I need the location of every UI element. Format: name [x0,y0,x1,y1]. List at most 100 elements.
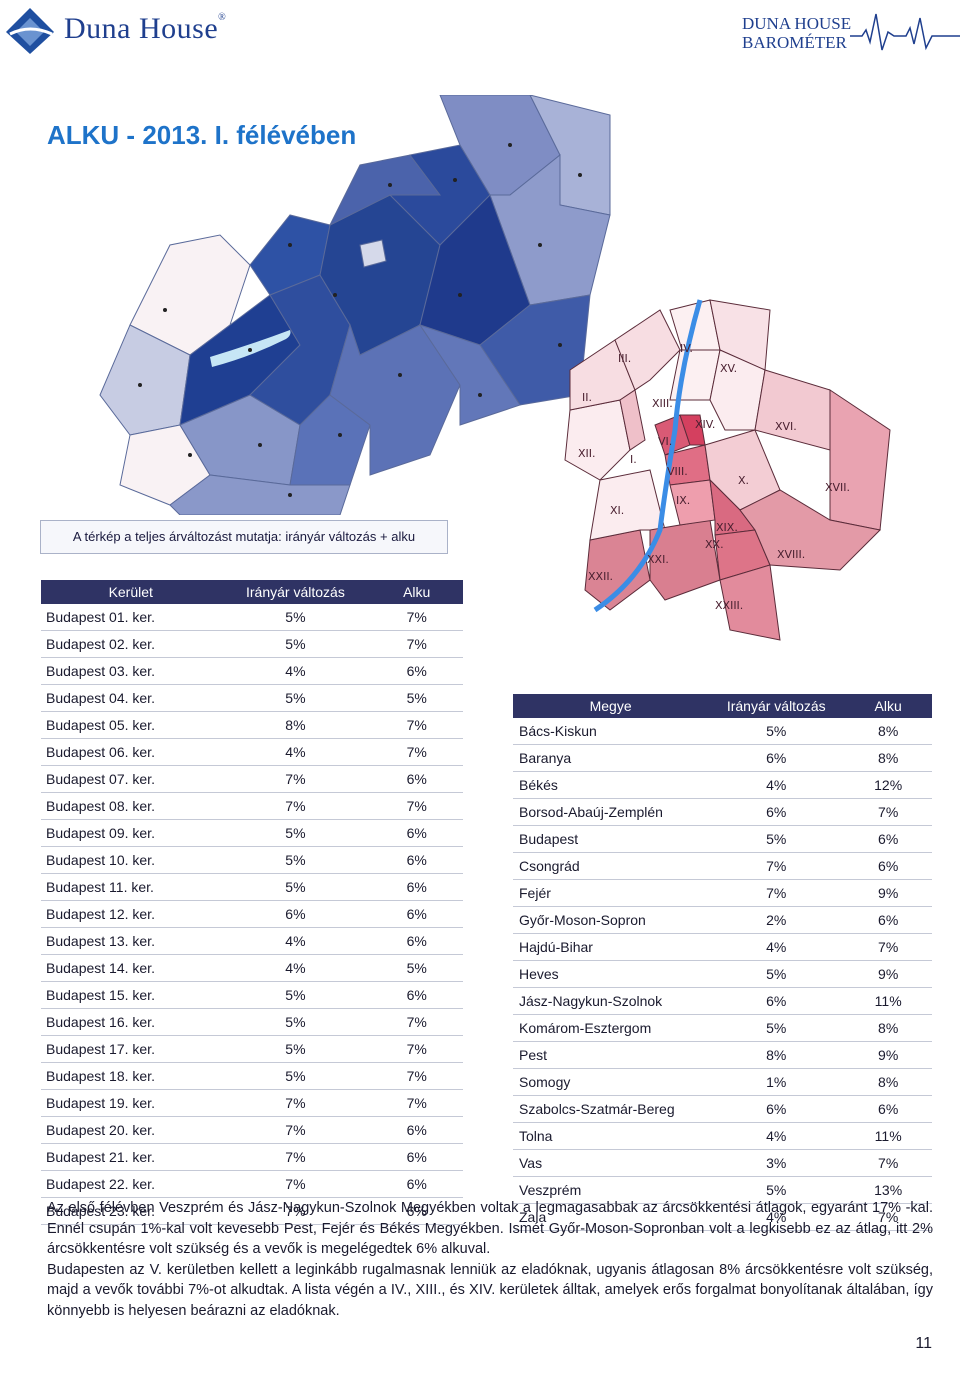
svg-text:XXIII.: XXIII. [715,599,743,612]
table-row: Hajdú-Bihar 4% 7% [513,933,932,961]
table-row: Budapest 09. ker. 5% 6% [41,819,463,847]
table-cell: Tolna [513,1122,709,1150]
table-cell: Budapest 18. ker. [41,1062,221,1090]
table-cell: Budapest 14. ker. [41,954,221,982]
duna-house-logo: Duna House® [2,4,292,54]
table-row: Budapest 5% 6% [513,825,932,853]
table-cell: 4% [708,933,845,961]
table-cell: 5% [708,825,845,853]
table-cell: 4% [220,954,371,982]
table-cell: 11% [844,1122,932,1150]
table-cell: 5% [708,1176,845,1204]
table-cell: Budapest 05. ker. [41,711,221,739]
svg-text:XVIII.: XVIII. [777,548,805,561]
table-cell: 6% [370,900,463,928]
table-cell: Budapest 06. ker. [41,738,221,766]
table-cell: 6% [370,927,463,955]
table-cell: 6% [370,873,463,901]
table-cell: 7% [844,1149,932,1177]
table-cell: Bács-Kiskun [513,718,709,745]
svg-text:XIV.: XIV. [695,418,715,431]
district-i [619,389,646,451]
table-cell: 7% [220,1089,371,1117]
table-cell: Jász-Nagykun-Szolnok [513,987,709,1015]
table-row: Szabolcs-Szatmár-Bereg 6% 6% [513,1095,932,1123]
table-row: Budapest 12. ker. 6% 6% [41,900,463,928]
svg-text:III.: III. [618,352,631,365]
district-table: Kerület Irányár változás Alku Budapest 01.… [41,580,463,1225]
table-cell: 7% [844,933,932,961]
table-row: Zala 4% 7% [513,1203,932,1231]
svg-text:VIII.: VIII. [667,465,688,478]
table-cell: 5% [220,1062,371,1090]
table-cell: 7% [220,1143,371,1171]
table-cell: Budapest 03. ker. [41,657,221,685]
table-cell: Budapest 11. ker. [41,873,221,901]
table-cell: Budapest 10. ker. [41,846,221,874]
table-row: Budapest 20. ker. 7% 6% [41,1116,463,1144]
table-cell: 8% [844,718,932,745]
table-cell: 6% [708,744,845,772]
hungary-county-map [99,95,611,515]
table-cell: 6% [370,1143,463,1171]
table-row: Komárom-Esztergom 5% 8% [513,1014,932,1042]
table-row: Budapest 22. ker. 7% 6% [41,1170,463,1198]
table-cell: 5% [708,718,845,745]
table-cell: 5% [220,981,371,1009]
table-row: Budapest 03. ker. 4% 6% [41,657,463,685]
table-row: Budapest 11. ker. 5% 6% [41,873,463,901]
table-row: Baranya 6% 8% [513,744,932,772]
table-row: Békés 4% 12% [513,771,932,799]
table-cell: 2% [708,906,845,934]
table-row: Budapest 10. ker. 5% 6% [41,846,463,874]
table-cell: 7% [220,1170,371,1198]
table-cell: Budapest 01. ker. [41,604,221,631]
table-cell: 5% [220,819,371,847]
table-cell: Budapest 17. ker. [41,1035,221,1063]
table-row: Budapest 04. ker. 5% 5% [41,684,463,712]
table-cell: 8% [844,1014,932,1042]
table-row: Somogy 1% 8% [513,1068,932,1096]
pulse-icon [850,13,960,51]
svg-text:XXII.: XXII. [588,570,613,583]
logo-mark-icon [6,8,54,54]
table-cell: Zala [513,1203,709,1231]
svg-text:XVII.: XVII. [825,481,850,494]
table-cell: 6% [220,900,371,928]
map-caption: A térkép a teljes árváltozást mutatja: i… [40,520,448,554]
table-row: Heves 5% 9% [513,960,932,988]
table-cell: Budapest 15. ker. [41,981,221,1009]
table-cell: 5% [220,684,371,712]
table-cell: 4% [220,927,371,955]
table-row: Budapest 23. ker. 7% 6% [41,1197,463,1225]
table-cell: 8% [844,1068,932,1096]
table-cell: Heves [513,960,709,988]
table-row: Budapest 06. ker. 4% 7% [41,738,463,766]
table-row: Csongrád 7% 6% [513,852,932,880]
svg-text:XI.: XI. [610,504,624,517]
district-xvii [829,389,891,531]
table-cell: 8% [844,744,932,772]
county-tolna [289,394,371,486]
table-cell: 6% [370,657,463,685]
svg-text:XXI.: XXI. [647,553,669,566]
svg-text:XII.: XII. [578,447,596,460]
table-cell: 7% [370,1089,463,1117]
svg-text:IX.: IX. [676,494,690,507]
table-cell: 1% [708,1068,845,1096]
table-row: Győr-Moson-Sopron 2% 6% [513,906,932,934]
table-cell: 4% [220,738,371,766]
summary-paragraph-1: Az első félévben Veszprém és Jász-Nagyku… [47,1200,933,1257]
table-cell: 6% [370,846,463,874]
table-cell: Budapest [513,825,709,853]
table-cell: Budapest 19. ker. [41,1089,221,1117]
table-cell: Budapest 12. ker. [41,900,221,928]
table-row: Budapest 08. ker. 7% 7% [41,792,463,820]
svg-text:XVI.: XVI. [775,420,797,433]
table-row: Tolna 4% 11% [513,1122,932,1150]
table-row: Fejér 7% 9% [513,879,932,907]
table-header-row: Megye Irányár változás Alku [513,694,932,718]
table-row: Jász-Nagykun-Szolnok 6% 11% [513,987,932,1015]
table-cell: 4% [708,1122,845,1150]
county-baranya [169,474,351,515]
